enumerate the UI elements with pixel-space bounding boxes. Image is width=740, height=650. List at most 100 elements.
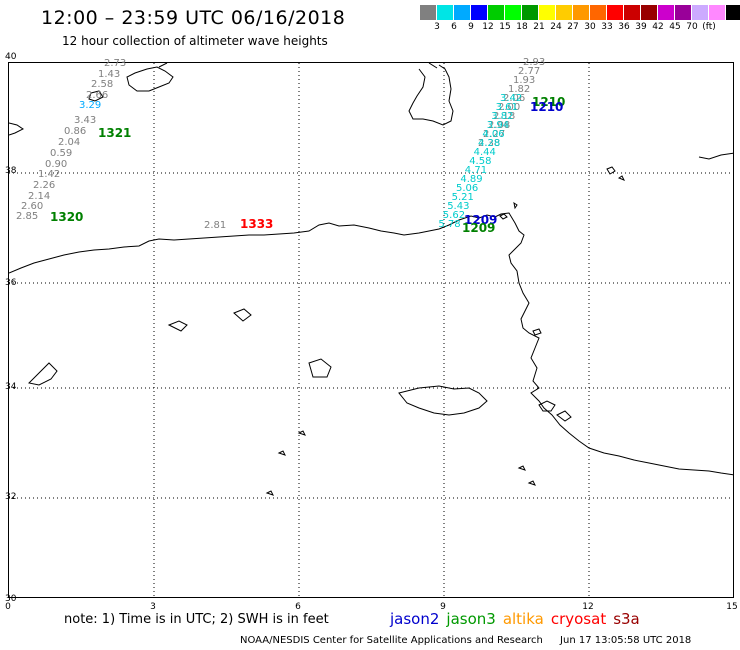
- pass-time-label: 1320: [50, 210, 84, 224]
- wave-height-label: 2.85: [16, 211, 39, 222]
- wave-height-label: 2.00: [498, 102, 521, 113]
- color-swatch: [454, 5, 471, 20]
- aegean-islet-d: [517, 465, 526, 471]
- wave-height-label: 3.42: [500, 93, 523, 104]
- cyclades-a: [308, 358, 332, 378]
- north-africa-coast: [9, 212, 733, 476]
- wave-height-label: 2.08: [488, 120, 511, 131]
- mallorca: [126, 66, 174, 92]
- color-scale-bar: [420, 5, 740, 20]
- pass-time-label: 1210: [530, 100, 564, 114]
- wave-height-label: 3.29: [79, 100, 102, 111]
- color-swatch: [539, 5, 556, 20]
- wave-height-label: 2.93: [523, 57, 546, 68]
- pantelleria: [606, 166, 616, 175]
- lat-label: 34: [5, 382, 17, 392]
- lat-label: 30: [5, 594, 17, 604]
- color-scale-label: 9: [468, 22, 474, 32]
- color-scale-label: 12: [482, 22, 494, 32]
- wave-height-label: 2.04: [58, 137, 81, 148]
- sardinia: [408, 64, 454, 126]
- wave-height-label: 2.27: [483, 129, 506, 140]
- wave-height-label: 3.82: [491, 111, 514, 122]
- wave-height-label: 2.38: [478, 138, 501, 149]
- color-scale-label: 3: [434, 22, 440, 32]
- color-scale-label: 15: [499, 22, 511, 32]
- sicily-islet: [617, 175, 626, 181]
- color-scale-label: 39: [635, 22, 647, 32]
- aegean-islet-c: [297, 430, 306, 436]
- wave-height-label: 0.59: [50, 148, 73, 159]
- wave-height-label: 2.14: [28, 191, 51, 202]
- wave-height-label: 0.90: [45, 159, 68, 170]
- lat-label: 36: [5, 278, 17, 288]
- crete: [398, 385, 488, 416]
- color-scale-label: 70: [686, 22, 698, 32]
- color-scale-label: 30: [584, 22, 596, 32]
- wave-height-label: 1.42: [38, 169, 61, 180]
- wave-height-label: 4.71: [464, 165, 488, 176]
- legend-entry-jason2: jason2: [390, 610, 440, 628]
- wave-height-label: 4.06: [482, 129, 505, 140]
- wave-height-label: 1.82: [508, 84, 531, 95]
- aegean-islet-a: [277, 450, 286, 456]
- color-scale-label: 36: [618, 22, 630, 32]
- wave-height-label: 2.58: [91, 79, 114, 90]
- wave-height-label: 5.62: [442, 210, 466, 221]
- wave-height-label: 2.66: [86, 90, 109, 101]
- wave-height-label: 4.44: [473, 147, 496, 158]
- color-swatch: [709, 5, 726, 20]
- satellite-legend: jason2 jason3 altika cryosat s3a: [390, 610, 647, 628]
- color-scale-label: 6: [451, 22, 457, 32]
- wave-height-label: 5.21: [451, 192, 474, 203]
- coastline-map: [9, 63, 733, 597]
- legend-entry-s3a: s3a: [613, 610, 640, 628]
- color-swatch: [471, 5, 488, 20]
- wave-height-label: 4.58: [469, 156, 492, 167]
- wave-height-label: 2.81: [204, 220, 227, 231]
- credit-org: NOAA/NESDIS Center for Satellite Applica…: [240, 635, 543, 646]
- djerba: [538, 400, 556, 412]
- color-scale-labels: 3 6 9 12 15 18 21 24 27 30 33 36 39 42 45 70 (ft): [420, 22, 740, 34]
- lon-label: 3: [150, 602, 156, 612]
- color-scale-label: 18: [516, 22, 528, 32]
- color-scale-label: 27: [567, 22, 579, 32]
- legend-entry-altika: altika: [502, 610, 544, 628]
- color-swatch: [675, 5, 692, 20]
- wave-height-label: 4.89: [460, 174, 483, 185]
- chart-subtitle: 12 hour collection of altimeter wave hei…: [62, 34, 328, 48]
- wave-height-label: 2.60: [21, 201, 44, 212]
- cyclades-b: [167, 320, 188, 332]
- pass-time-label: 1333: [240, 217, 274, 231]
- wave-height-label: 4.28: [478, 138, 501, 149]
- wave-height-label: 5.06: [456, 183, 479, 194]
- color-swatch: [420, 5, 437, 20]
- wave-height-label: 2.18: [493, 111, 516, 122]
- color-scale-label: (ft): [702, 22, 716, 32]
- sicily-fragment: [698, 152, 733, 160]
- color-swatch: [505, 5, 522, 20]
- color-scale-label: 42: [652, 22, 664, 32]
- wave-height-label: 0.86: [64, 126, 87, 137]
- wave-height-label: 5.78: [438, 219, 461, 230]
- pass-time-label: 1321: [98, 126, 132, 140]
- lon-label: 12: [582, 602, 594, 612]
- credit-line: NOAA/NESDIS Center for Satellite Applica…: [240, 635, 705, 646]
- corsica-edge: [428, 63, 438, 69]
- color-swatch: [573, 5, 590, 20]
- kerkennah: [532, 328, 542, 336]
- color-swatch: [692, 5, 709, 20]
- color-swatch: [522, 5, 539, 20]
- color-swatch: [556, 5, 573, 20]
- color-swatch: [658, 5, 675, 20]
- chart-title: 12:00 – 23:59 UTC 06/16/2018: [41, 7, 346, 29]
- lon-label: 0: [5, 602, 11, 612]
- color-swatch: [437, 5, 454, 20]
- wave-height-label: 1.93: [513, 75, 536, 86]
- pass-time-label: 1209: [462, 221, 496, 235]
- wave-height-label: 2.26: [33, 180, 56, 191]
- wave-height-label: 3.43: [74, 115, 97, 126]
- legend-entry-cryosat: cryosat: [550, 610, 607, 628]
- color-scale-label: 33: [601, 22, 613, 32]
